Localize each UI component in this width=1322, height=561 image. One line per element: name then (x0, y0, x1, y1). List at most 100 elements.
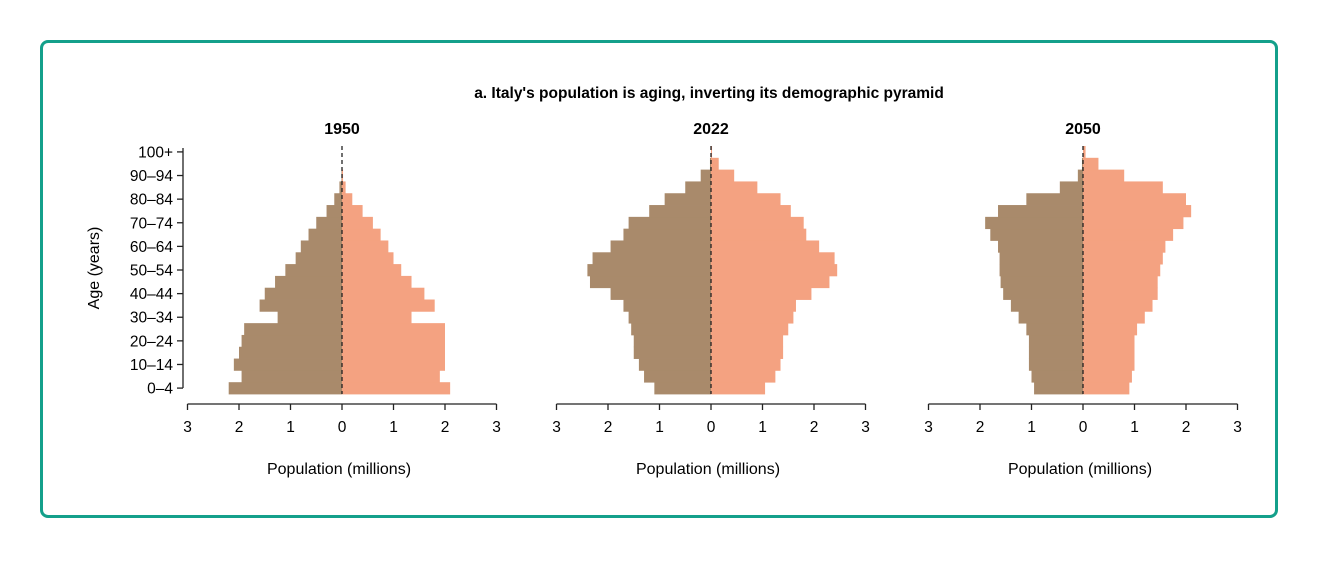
male-bar (1010, 299, 1083, 312)
female-bar (1083, 358, 1135, 371)
male-bar (623, 228, 711, 241)
x-tick-label: 1 (655, 419, 664, 436)
y-tick-label: 20–24 (130, 333, 173, 350)
male-bar (1028, 346, 1083, 359)
female-bar (342, 323, 445, 336)
female-bar (711, 157, 719, 171)
x-tick-label: 3 (861, 419, 870, 436)
male-bar (1031, 370, 1083, 383)
female-bar (1083, 146, 1086, 159)
female-bar (342, 252, 394, 265)
female-bar (711, 240, 820, 253)
pyramid-panel-1950: 1950 3 2 1 0 1 2 3 Population (millions) (183, 121, 501, 478)
female-bar (1083, 181, 1163, 194)
female-bar (342, 228, 381, 241)
y-tick-label: 10–14 (130, 357, 173, 374)
y-tick-label: 0–4 (147, 381, 173, 398)
male-bar (700, 169, 711, 182)
x-tick-label: 3 (1233, 419, 1242, 436)
female-bar (1083, 382, 1130, 395)
x-tick-label: 2 (441, 419, 450, 436)
male-bar (233, 358, 342, 371)
male-bar (610, 240, 711, 253)
male-bar (1026, 323, 1083, 336)
male-bar (241, 370, 342, 383)
male-bar (990, 228, 1083, 241)
male-bar (628, 216, 711, 230)
female-bar (711, 216, 804, 230)
x-tick-label: 1 (1130, 419, 1139, 436)
male-bar (685, 181, 711, 194)
panel-title: 2050 (1065, 121, 1101, 138)
x-tick-label: 2 (810, 419, 819, 436)
male-bar (998, 205, 1083, 218)
female-bar (342, 287, 425, 300)
female-bar (342, 216, 373, 230)
y-tick-label: 60–64 (130, 239, 173, 256)
male-bar (999, 264, 1083, 277)
panel-title: 2022 (693, 121, 729, 138)
male-bar (308, 228, 342, 241)
male-bar (1018, 311, 1083, 324)
female-bar (1083, 264, 1161, 277)
y-tick-label: 70–74 (130, 215, 173, 232)
female-bar (711, 264, 838, 277)
female-bar (1083, 370, 1132, 383)
female-bar (711, 370, 776, 383)
male-bar (1034, 382, 1083, 395)
x-tick-label: 3 (183, 419, 192, 436)
y-tick-label: 40–44 (130, 286, 173, 303)
male-bar (631, 323, 711, 336)
x-tick-label: 3 (492, 419, 501, 436)
female-bar (1083, 240, 1166, 253)
male-bar (244, 323, 342, 336)
panel-title: 1950 (324, 121, 360, 138)
male-bar (623, 299, 711, 312)
male-bar (295, 252, 342, 265)
male-bar (326, 205, 342, 218)
male-bar (339, 181, 342, 194)
female-bar (342, 240, 389, 253)
male-bar (239, 346, 342, 359)
x-tick-label: 1 (389, 419, 398, 436)
female-bar (342, 275, 412, 289)
female-bar (711, 275, 830, 289)
female-bar (342, 181, 346, 194)
female-bar (342, 382, 451, 395)
male-bar (300, 240, 342, 253)
male-bar (587, 264, 711, 277)
x-tick-label: 1 (1027, 419, 1036, 436)
y-axis-label: Age (years) (86, 227, 103, 310)
x-tick-label: 2 (976, 419, 985, 436)
male-bar (628, 311, 711, 324)
female-bar (342, 264, 402, 277)
male-bar (1028, 358, 1083, 371)
female-bar (1083, 169, 1125, 182)
y-tick-label: 90–94 (130, 168, 173, 185)
female-bar (711, 181, 758, 194)
y-tick-label: 100+ (138, 144, 173, 161)
female-bar (711, 323, 789, 336)
female-bar (1083, 275, 1158, 289)
male-bar (1059, 181, 1083, 194)
male-bar (610, 287, 711, 300)
male-bar (316, 216, 342, 230)
female-bar (711, 334, 784, 348)
female-bar (711, 287, 812, 300)
female-bar (342, 193, 353, 206)
male-bar (998, 240, 1083, 253)
x-tick-label: 1 (286, 419, 295, 436)
x-tick-label: 2 (604, 419, 613, 436)
male-bar (334, 193, 342, 206)
x-tick-label: 0 (1079, 419, 1088, 436)
female-bar (1083, 228, 1174, 241)
female-bar (711, 228, 807, 241)
female-bar (1083, 252, 1163, 265)
female-bar (711, 169, 735, 182)
male-bar (1003, 287, 1083, 300)
female-bar (711, 299, 796, 312)
male-bar (228, 382, 342, 395)
female-bar (1083, 334, 1135, 348)
